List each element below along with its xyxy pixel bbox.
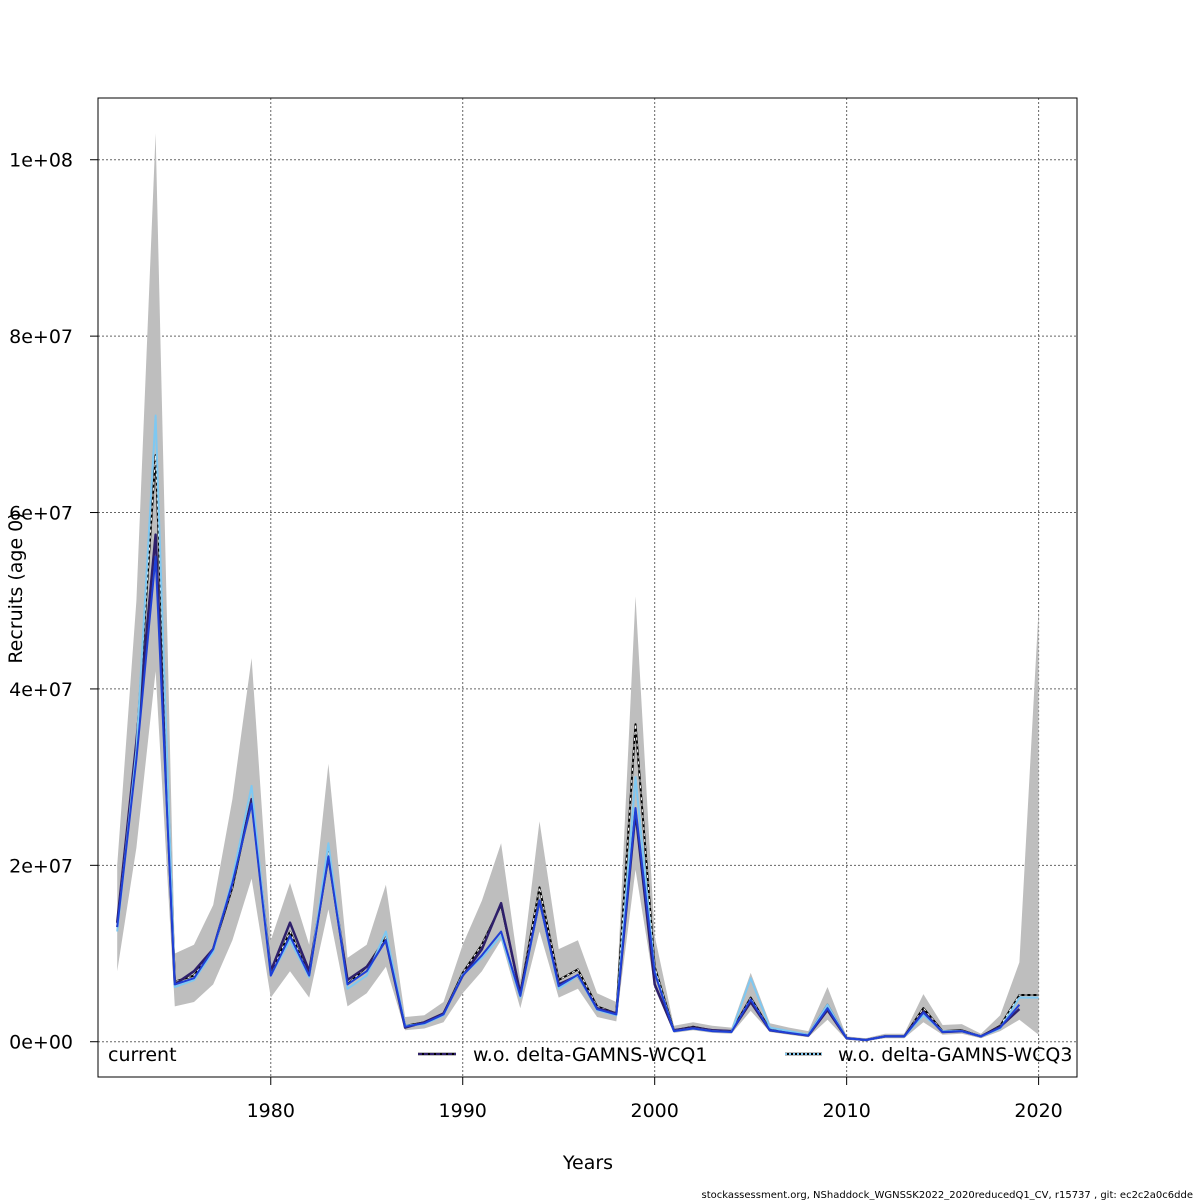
x-tick-label-2: 2000 (631, 1100, 679, 1122)
x-tick-label-4: 2020 (1014, 1100, 1062, 1122)
x-tick-label-3: 2010 (822, 1100, 870, 1122)
series-line-3 (116, 555, 1021, 1041)
y-tick-label-5: 1e+08 (9, 150, 73, 172)
y-axis: 0e+00 2e+07 4e+07 6e+07 8e+07 1e+08 (9, 150, 98, 1054)
legend: current w.o. delta-GAMNS-WCQ1 w.o. delta-G… (108, 1044, 1072, 1066)
legend-label-0: current (108, 1044, 177, 1066)
legend-label-2: w.o. delta-GAMNS-WCQ3 (838, 1044, 1072, 1066)
plot-frame (97, 97, 1078, 1078)
confidence-band (117, 133, 1039, 1041)
grid (98, 98, 1077, 1077)
x-axis: 1980 1990 2000 2010 2020 (247, 1077, 1063, 1122)
legend-label-1: w.o. delta-GAMNS-WCQ1 (473, 1044, 707, 1066)
y-tick-label-2: 4e+07 (9, 679, 73, 701)
y-tick-label-4: 8e+07 (9, 326, 73, 348)
band-area (117, 133, 1039, 1041)
x-tick-label-1: 1990 (439, 1100, 487, 1122)
x-tick-label-0: 1980 (247, 1100, 295, 1122)
y-tick-label-3: 6e+07 (9, 503, 73, 525)
x-axis-title: Years (562, 1152, 613, 1174)
y-axis-title: Recruits (age 0) (5, 512, 27, 663)
series-lines (115, 414, 1039, 1042)
y-tick-label-0: 0e+00 (9, 1032, 73, 1054)
y-tick-label-1: 2e+07 (9, 855, 73, 877)
footer-note: stockassessment.org, NShaddock_WGNSSK202… (701, 1190, 1193, 1200)
